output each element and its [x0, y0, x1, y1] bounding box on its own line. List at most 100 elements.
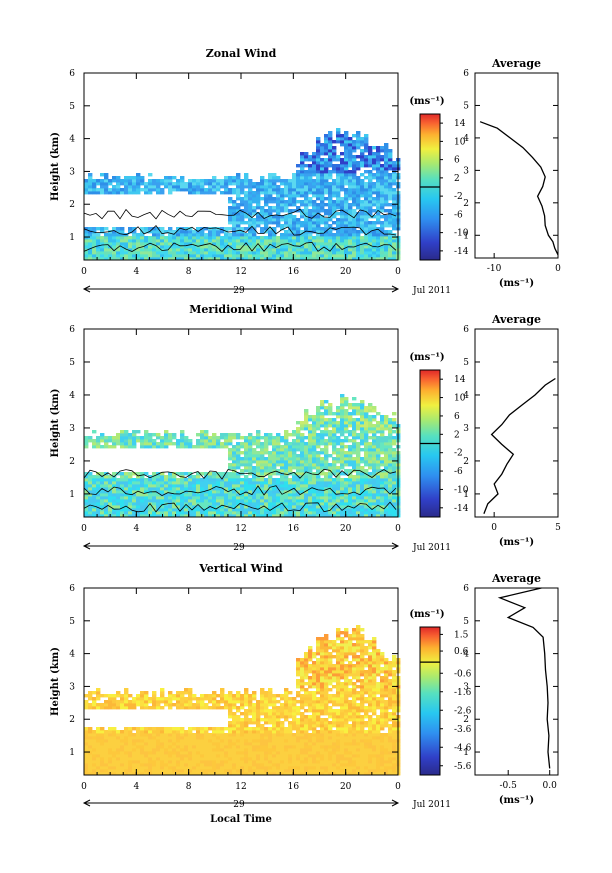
data-cell: [224, 697, 229, 701]
data-cell: [344, 427, 349, 431]
data-cell: [208, 514, 213, 518]
data-cell: [104, 499, 109, 503]
data-cell: [324, 227, 329, 231]
data-cell: [356, 215, 361, 219]
data-cell: [316, 460, 321, 464]
data-cell: [240, 694, 245, 698]
data-cell: [176, 442, 181, 446]
data-cell: [220, 766, 225, 770]
data-cell: [196, 493, 201, 497]
data-cell: [196, 505, 201, 509]
data-cell: [228, 760, 233, 764]
data-cell: [260, 179, 265, 183]
data-cell: [144, 245, 149, 249]
data-cell: [360, 230, 365, 234]
data-cell: [152, 242, 157, 246]
data-cell: [96, 436, 101, 440]
data-cell: [384, 508, 389, 512]
data-cell: [88, 185, 93, 189]
data-cell: [216, 245, 221, 249]
data-cell: [96, 242, 101, 246]
data-cell: [332, 487, 337, 491]
data-cell: [176, 733, 181, 737]
data-cell: [288, 502, 293, 506]
data-cell: [156, 763, 161, 767]
data-cell: [136, 475, 141, 479]
data-cell: [120, 230, 125, 234]
data-cell: [208, 490, 213, 494]
profile-line: [479, 121, 559, 256]
data-cell: [308, 251, 313, 255]
data-cell: [340, 397, 345, 401]
data-cell: [196, 739, 201, 743]
data-cell: [124, 257, 129, 261]
data-cell: [276, 460, 281, 464]
data-cell: [84, 733, 89, 737]
data-cell: [384, 194, 389, 198]
data-cell: [228, 212, 233, 216]
data-cell: [368, 460, 373, 464]
data-cell: [132, 703, 137, 707]
data-cell: [356, 418, 361, 422]
data-cell: [168, 236, 173, 240]
data-cell: [248, 191, 253, 195]
data-cell: [244, 481, 249, 485]
data-cell: [368, 415, 373, 419]
data-cell: [368, 179, 373, 183]
data-cell: [244, 182, 249, 186]
data-cell: [88, 254, 93, 258]
data-cell: [376, 176, 381, 180]
data-cell: [224, 694, 229, 698]
data-cell: [100, 484, 105, 488]
data-cell: [324, 439, 329, 443]
data-cell: [156, 484, 161, 488]
data-cell: [380, 227, 385, 231]
data-cell: [244, 751, 249, 755]
data-cell: [308, 499, 313, 503]
data-cell: [164, 436, 169, 440]
data-cell: [164, 700, 169, 704]
data-cell: [84, 745, 89, 749]
data-cell: [308, 466, 313, 470]
data-cell: [216, 179, 221, 183]
data-cell: [304, 224, 309, 228]
data-cell: [236, 496, 241, 500]
colorbar-tick-label: 10: [454, 394, 466, 404]
data-cell: [228, 478, 233, 482]
data-cell: [340, 409, 345, 413]
data-cell: [272, 448, 277, 452]
data-cell: [172, 772, 177, 776]
data-cell: [372, 409, 377, 413]
data-cell: [296, 185, 301, 189]
data-cell: [120, 248, 125, 252]
data-cell: [240, 505, 245, 509]
data-cell: [144, 757, 149, 761]
data-cell: [360, 427, 365, 431]
data-cell: [284, 257, 289, 261]
data-cell: [268, 248, 273, 252]
data-cell: [272, 257, 277, 261]
data-cell: [232, 514, 237, 518]
data-cell: [268, 197, 273, 201]
data-cell: [200, 182, 205, 186]
data-cell: [376, 221, 381, 225]
data-cell: [236, 179, 241, 183]
data-cell: [340, 239, 345, 243]
data-cell: [280, 469, 285, 473]
data-cell: [108, 739, 113, 743]
data-cell: [184, 239, 189, 243]
data-cell: [332, 257, 337, 261]
data-cell: [184, 484, 189, 488]
data-cell: [204, 742, 209, 746]
data-cell: [204, 472, 209, 476]
data-cell: [288, 508, 293, 512]
data-cell: [120, 745, 125, 749]
data-cell: [172, 766, 177, 770]
data-cell: [104, 191, 109, 195]
data-cell: [376, 430, 381, 434]
data-cell: [260, 466, 265, 470]
data-cell: [240, 745, 245, 749]
data-cell: [352, 233, 357, 237]
data-cell: [340, 227, 345, 231]
data-cell: [388, 439, 393, 443]
